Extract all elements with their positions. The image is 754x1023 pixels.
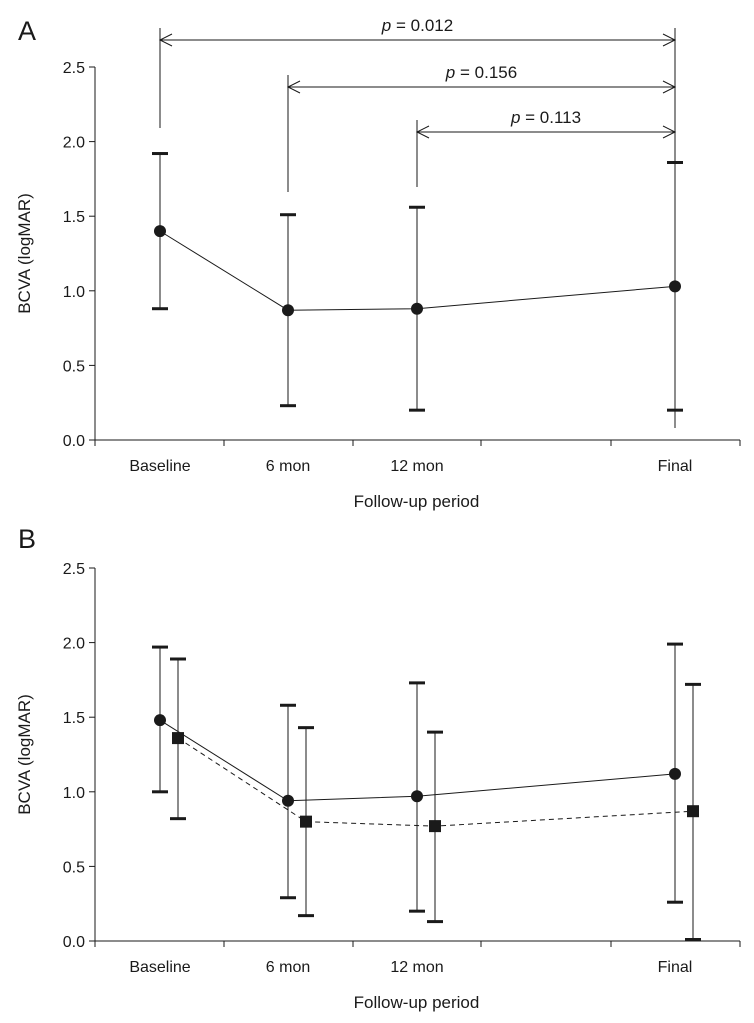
panel-label: B <box>18 524 36 554</box>
y-tick-label: 0.0 <box>63 433 85 450</box>
series-line <box>159 230 676 311</box>
y-axis-title: BCVA (logMAR) <box>15 694 34 815</box>
data-point <box>172 732 184 745</box>
data-point <box>300 815 312 828</box>
bracket-arrow-right <box>662 33 677 47</box>
x-axis-title: Follow-up period <box>354 993 480 1012</box>
p-value-label: p = 0.156 <box>445 63 517 82</box>
data-point <box>282 794 294 807</box>
y-tick-label: 2.5 <box>63 60 85 77</box>
y-axis-title: BCVA (logMAR) <box>15 193 34 314</box>
p-symbol: p <box>510 108 520 127</box>
p-value-label: p = 0.113 <box>510 108 581 127</box>
y-tick-label: 2.0 <box>63 135 85 152</box>
panel-B: B 0.0 0.5 1.0 1.5 2.0 2.5 Baseline 6 mon 12 mon Fi… <box>15 524 741 1012</box>
y-tick-label: 1.5 <box>63 209 85 226</box>
x-tick-label: 12 mon <box>390 959 443 976</box>
y-tick-label: 2.5 <box>63 561 85 578</box>
p-value: = 0.156 <box>455 63 517 82</box>
p-symbol: p <box>381 16 391 35</box>
bracket-arrow-left <box>286 80 301 94</box>
data-point <box>669 767 681 780</box>
p-symbol: p <box>445 63 455 82</box>
panel-label: A <box>18 16 36 46</box>
bracket-arrow-right <box>662 125 677 139</box>
x-axis-title: Follow-up period <box>354 492 480 511</box>
y-tick-label: 0.5 <box>63 859 85 876</box>
x-tick-label: Final <box>658 458 693 475</box>
x-tick-label: 6 mon <box>266 959 310 976</box>
y-tick-label: 0.5 <box>63 358 85 375</box>
y-tick-label: 1.5 <box>63 710 85 727</box>
p-value: = 0.012 <box>391 16 453 35</box>
panel-A: A 0.0 0.5 1.0 1.5 2.0 2.5 Baseline 6 mon 12 mon Fi… <box>15 16 741 511</box>
x-tick-label: 6 mon <box>266 458 310 475</box>
x-tick-label: 12 mon <box>390 458 443 475</box>
y-tick-label: 1.0 <box>63 284 85 301</box>
bracket-arrow-left <box>415 125 430 139</box>
y-tick-label: 0.0 <box>63 934 85 951</box>
y-tick-label: 2.0 <box>63 636 85 653</box>
data-point <box>411 302 423 315</box>
series-line <box>159 719 676 802</box>
p-value: = 0.113 <box>520 108 581 127</box>
x-tick-label: Baseline <box>129 458 190 475</box>
data-point <box>687 805 699 818</box>
data-point <box>282 304 294 317</box>
y-tick-label: 1.0 <box>63 785 85 802</box>
series-line <box>177 737 694 827</box>
data-point <box>411 790 423 803</box>
x-tick-label: Baseline <box>129 959 190 976</box>
p-value-label: p = 0.012 <box>381 16 453 35</box>
x-tick-label: Final <box>658 959 693 976</box>
data-point <box>154 225 166 238</box>
data-point <box>154 714 166 727</box>
bracket-arrow-left <box>158 33 173 47</box>
bracket-arrow-right <box>662 80 677 94</box>
data-point <box>429 820 441 833</box>
